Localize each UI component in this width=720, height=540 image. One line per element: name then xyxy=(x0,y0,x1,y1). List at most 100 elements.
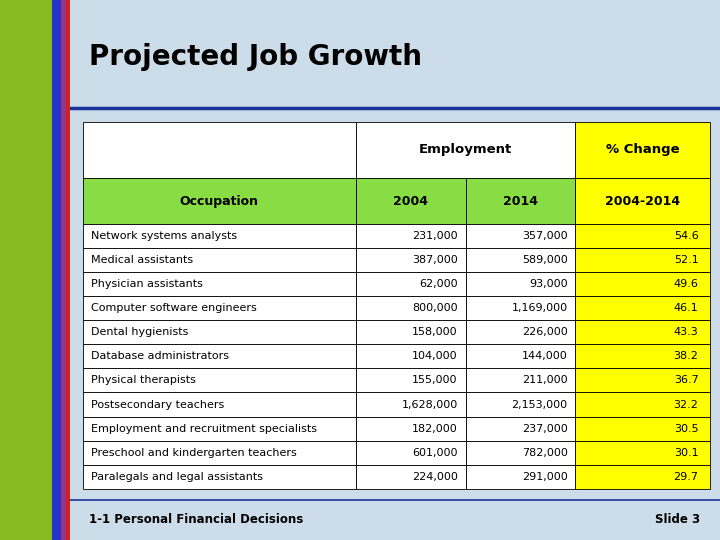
Text: 38.2: 38.2 xyxy=(674,352,698,361)
Text: 800,000: 800,000 xyxy=(412,303,458,313)
Bar xyxy=(83,345,356,368)
Bar xyxy=(466,178,575,224)
Text: Projected Job Growth: Projected Job Growth xyxy=(89,43,423,71)
Text: 782,000: 782,000 xyxy=(522,448,567,457)
Bar xyxy=(575,248,710,272)
Text: Medical assistants: Medical assistants xyxy=(91,255,193,265)
Bar xyxy=(356,464,466,489)
Text: 1,169,000: 1,169,000 xyxy=(511,303,567,313)
Text: Network systems analysts: Network systems analysts xyxy=(91,231,237,241)
Bar xyxy=(466,393,575,416)
Bar xyxy=(466,296,575,320)
Text: % Change: % Change xyxy=(606,143,680,157)
Text: 291,000: 291,000 xyxy=(522,471,567,482)
Text: 52.1: 52.1 xyxy=(674,255,698,265)
Text: 211,000: 211,000 xyxy=(522,375,567,386)
Text: 601,000: 601,000 xyxy=(413,448,458,457)
Text: 46.1: 46.1 xyxy=(674,303,698,313)
Bar xyxy=(575,464,710,489)
Bar xyxy=(466,248,575,272)
Text: Employment and recruitment specialists: Employment and recruitment specialists xyxy=(91,423,317,434)
Text: 182,000: 182,000 xyxy=(412,423,458,434)
Text: 93,000: 93,000 xyxy=(529,279,567,289)
Bar xyxy=(356,296,466,320)
Bar xyxy=(83,178,356,224)
Bar xyxy=(83,441,356,464)
Text: 2014: 2014 xyxy=(503,194,538,208)
Bar xyxy=(356,178,466,224)
Text: 224,000: 224,000 xyxy=(412,471,458,482)
Bar xyxy=(356,416,466,441)
Bar xyxy=(83,296,356,320)
Text: Database administrators: Database administrators xyxy=(91,352,229,361)
Bar xyxy=(66,0,70,540)
Text: 104,000: 104,000 xyxy=(412,352,458,361)
Bar xyxy=(356,345,466,368)
Text: 387,000: 387,000 xyxy=(412,255,458,265)
Bar xyxy=(83,122,356,178)
Bar xyxy=(466,368,575,393)
Text: 155,000: 155,000 xyxy=(413,375,458,386)
Text: Dental hygienists: Dental hygienists xyxy=(91,327,188,338)
Text: 62,000: 62,000 xyxy=(419,279,458,289)
Bar xyxy=(575,224,710,248)
Bar xyxy=(466,320,575,345)
Text: 30.5: 30.5 xyxy=(674,423,698,434)
Text: 158,000: 158,000 xyxy=(412,327,458,338)
Text: Paralegals and legal assistants: Paralegals and legal assistants xyxy=(91,471,263,482)
Bar xyxy=(466,224,575,248)
Bar xyxy=(575,416,710,441)
Bar xyxy=(575,345,710,368)
Bar xyxy=(575,320,710,345)
Bar xyxy=(466,272,575,296)
Bar xyxy=(60,0,66,540)
Bar xyxy=(356,320,466,345)
Bar xyxy=(575,368,710,393)
Bar xyxy=(575,393,710,416)
Bar xyxy=(575,272,710,296)
Bar xyxy=(356,368,466,393)
Text: 2,153,000: 2,153,000 xyxy=(511,400,567,409)
Bar xyxy=(83,248,356,272)
Bar xyxy=(83,368,356,393)
Bar xyxy=(466,345,575,368)
Text: 49.6: 49.6 xyxy=(674,279,698,289)
Bar xyxy=(356,272,466,296)
Bar xyxy=(575,178,710,224)
Bar xyxy=(0,0,53,540)
Bar xyxy=(466,416,575,441)
Bar xyxy=(53,0,60,540)
Bar xyxy=(356,248,466,272)
Bar xyxy=(356,122,575,178)
Text: 357,000: 357,000 xyxy=(522,231,567,241)
Text: Postsecondary teachers: Postsecondary teachers xyxy=(91,400,224,409)
Bar xyxy=(575,441,710,464)
Text: 54.6: 54.6 xyxy=(674,231,698,241)
Bar xyxy=(83,393,356,416)
Bar xyxy=(83,272,356,296)
Bar xyxy=(466,464,575,489)
Bar xyxy=(575,122,710,178)
Text: 1,628,000: 1,628,000 xyxy=(402,400,458,409)
Bar xyxy=(356,224,466,248)
Text: 29.7: 29.7 xyxy=(673,471,698,482)
Text: 589,000: 589,000 xyxy=(522,255,567,265)
Bar xyxy=(83,416,356,441)
Text: 226,000: 226,000 xyxy=(522,327,567,338)
Text: Occupation: Occupation xyxy=(180,194,258,208)
Text: 36.7: 36.7 xyxy=(674,375,698,386)
Bar xyxy=(466,441,575,464)
Bar xyxy=(83,320,356,345)
Text: 1-1 Personal Financial Decisions: 1-1 Personal Financial Decisions xyxy=(89,513,304,526)
Text: 32.2: 32.2 xyxy=(674,400,698,409)
Text: 144,000: 144,000 xyxy=(522,352,567,361)
Text: Slide 3: Slide 3 xyxy=(655,513,701,526)
Bar xyxy=(356,393,466,416)
Bar xyxy=(83,464,356,489)
Text: 237,000: 237,000 xyxy=(522,423,567,434)
Text: 30.1: 30.1 xyxy=(674,448,698,457)
Text: Preschool and kindergarten teachers: Preschool and kindergarten teachers xyxy=(91,448,297,457)
Text: 2004: 2004 xyxy=(393,194,428,208)
Bar xyxy=(575,296,710,320)
Bar xyxy=(83,224,356,248)
